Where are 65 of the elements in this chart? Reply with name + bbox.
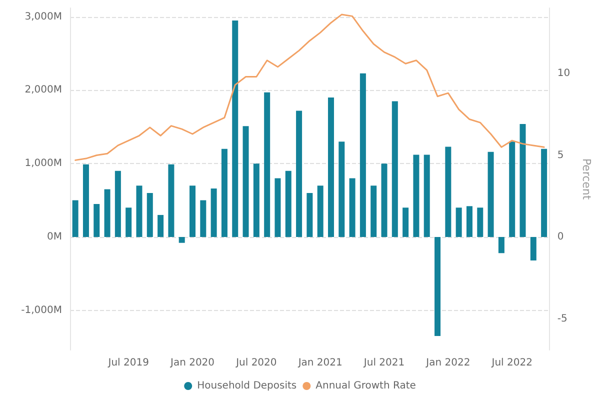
x-tick-label: Jul 2020 <box>235 358 277 368</box>
y2-tick-label: 5 <box>557 150 564 161</box>
bar <box>190 186 196 237</box>
bar <box>413 154 420 237</box>
bar <box>520 124 526 237</box>
y-tick-label: -1,000M <box>21 304 62 316</box>
bar <box>126 208 132 237</box>
line-series <box>74 14 545 161</box>
y2-tick-label: 0 <box>557 232 564 243</box>
bar <box>509 142 516 237</box>
legend-label: Household Deposits <box>197 380 297 392</box>
x-tick-label: Jan 2021 <box>297 358 342 368</box>
bar <box>370 186 377 237</box>
y-tick-label: 3,000M <box>24 11 62 22</box>
x-tick-label: Jul 2022 <box>490 358 532 368</box>
x-tick-label: Jan 2022 <box>425 358 470 368</box>
bar <box>104 189 110 237</box>
y-tick-label: 2,000M <box>24 84 62 96</box>
bar <box>242 126 249 237</box>
bar <box>349 178 356 237</box>
bar <box>168 164 174 237</box>
x-tick-label: Jul 2019 <box>107 358 149 368</box>
bar <box>158 214 164 237</box>
bar <box>210 188 217 237</box>
bar <box>424 154 430 237</box>
bar <box>392 101 398 237</box>
bar <box>232 20 238 237</box>
bar <box>317 186 324 237</box>
x-tick-label: Jan 2020 <box>169 358 215 368</box>
bar <box>530 236 536 260</box>
bar <box>146 192 153 237</box>
bar <box>72 200 78 237</box>
bar <box>253 164 260 237</box>
bar <box>477 208 484 237</box>
bar <box>466 206 472 237</box>
bar <box>381 164 388 237</box>
bar <box>82 164 89 237</box>
y2-axis-title: Percent <box>580 158 593 200</box>
bar <box>541 148 548 237</box>
bar <box>274 178 281 237</box>
bar <box>221 148 228 237</box>
bar <box>434 236 441 336</box>
y-tick-label: 0M <box>47 231 62 242</box>
bar <box>114 170 121 237</box>
bar <box>360 73 366 237</box>
y-tick-label: 1,000M <box>24 158 62 170</box>
bar <box>338 142 345 237</box>
legend-label: Annual Growth Rate <box>316 380 416 392</box>
bar <box>456 208 462 237</box>
bar <box>328 98 334 237</box>
bar <box>488 152 494 237</box>
y2-tick-label: -5 <box>557 313 568 324</box>
bar <box>200 200 206 237</box>
bar <box>445 146 452 237</box>
y2-tick-label: 10 <box>557 68 570 79</box>
bar <box>296 110 302 237</box>
x-tick-label: Jul 2021 <box>362 358 405 368</box>
bar <box>264 92 270 237</box>
bar <box>402 208 409 237</box>
bar <box>285 170 292 237</box>
bar <box>136 186 142 237</box>
bar <box>94 204 100 237</box>
bar <box>306 192 313 237</box>
bar <box>178 236 185 243</box>
bar <box>498 236 504 254</box>
